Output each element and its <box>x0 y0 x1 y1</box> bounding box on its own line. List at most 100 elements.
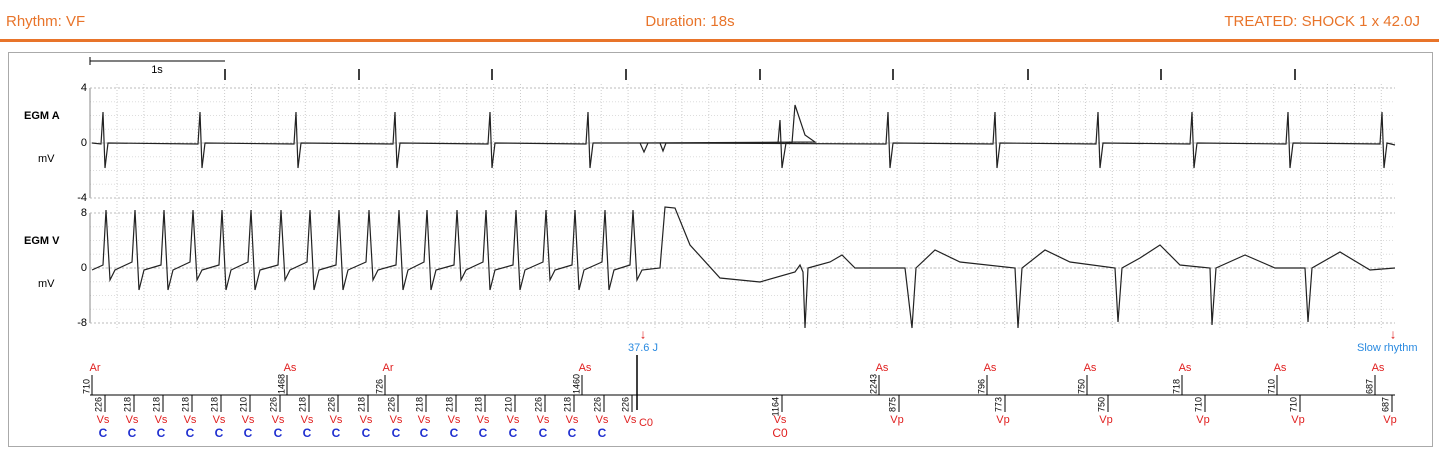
annotation: 37.6 J <box>628 342 658 354</box>
atrial-interval: 718 <box>1171 379 1181 394</box>
vent-label: Vs <box>477 414 490 426</box>
vent-sub: C <box>539 426 548 440</box>
y-tick-label: 4 <box>81 82 87 94</box>
vent-interval: 218 <box>297 397 307 412</box>
vent-interval: 226 <box>620 397 630 412</box>
vent-sub: C <box>598 426 607 440</box>
channel-name: EGM V <box>24 235 60 247</box>
vent-sub: C <box>274 426 283 440</box>
vent-interval: 710 <box>1193 397 1203 412</box>
egm-v-trace <box>91 206 1396 329</box>
vent-interval: 218 <box>180 397 190 412</box>
vent-label: Vs <box>507 414 520 426</box>
atrial-label: As <box>984 362 997 374</box>
atrial-label: Ar <box>383 362 394 374</box>
annotation: Slow rhythm <box>1357 342 1418 354</box>
atrial-label: As <box>579 362 592 374</box>
vent-interval: 773 <box>993 397 1003 412</box>
vent-interval: 210 <box>238 397 248 412</box>
vent-label: Vs <box>448 414 461 426</box>
vent-interval: 218 <box>122 397 132 412</box>
header-rule <box>0 39 1439 42</box>
atrial-interval: 710 <box>81 379 91 394</box>
vent-interval: 226 <box>93 397 103 412</box>
vent-label: Vp <box>996 414 1009 426</box>
atrial-interval: 1468 <box>276 374 286 394</box>
atrial-interval: 1460 <box>571 374 581 394</box>
vent-label: Vs <box>774 414 787 426</box>
vent-label: Vs <box>97 414 110 426</box>
vent-label: C0 <box>639 417 653 429</box>
vent-sub: C <box>479 426 488 440</box>
vent-interval: 875 <box>887 397 897 412</box>
atrial-interval: 2243 <box>868 374 878 394</box>
vent-interval: 218 <box>151 397 161 412</box>
vent-interval: 210 <box>503 397 513 412</box>
y-tick-label: 0 <box>81 137 87 149</box>
frame <box>8 52 1433 447</box>
vent-label: Vs <box>301 414 314 426</box>
vent-label: Vs <box>330 414 343 426</box>
vent-label: Vp <box>890 414 903 426</box>
vent-interval: 218 <box>356 397 366 412</box>
vent-sub: C <box>99 426 108 440</box>
y-tick-label: -4 <box>77 192 87 204</box>
atrial-interval: 687 <box>1364 379 1374 394</box>
atrial-interval: 726 <box>374 379 384 394</box>
vent-interval: 226 <box>386 397 396 412</box>
atrial-label: As <box>1084 362 1097 374</box>
vent-label: Vs <box>184 414 197 426</box>
vent-sub: C <box>244 426 253 440</box>
treated: TREATED: SHOCK 1 x 42.0J <box>1224 13 1420 30</box>
vent-label: Vp <box>1196 414 1209 426</box>
atrial-interval: 710 <box>1266 379 1276 394</box>
atrial-interval: 750 <box>1076 379 1086 394</box>
vent-interval: 750 <box>1096 397 1106 412</box>
vent-label: Vs <box>537 414 550 426</box>
atrial-label: As <box>1372 362 1385 374</box>
vent-label: Vs <box>360 414 373 426</box>
vent-interval: 218 <box>414 397 424 412</box>
vent-sub: C <box>450 426 459 440</box>
vent-sub: C <box>303 426 312 440</box>
vent-interval: 218 <box>473 397 483 412</box>
vent-sub: C <box>215 426 224 440</box>
vent-label: Vp <box>1291 414 1304 426</box>
vent-label: Vs <box>126 414 139 426</box>
channel-name: EGM A <box>24 110 60 122</box>
vent-interval: 218 <box>209 397 219 412</box>
vent-interval: 226 <box>533 397 543 412</box>
vent-interval: 1164 <box>770 397 780 416</box>
atrial-label: As <box>876 362 889 374</box>
vent-sub: C <box>157 426 166 440</box>
vent-sub: C <box>186 426 195 440</box>
vent-interval: 226 <box>592 397 602 412</box>
vent-label: Vp <box>1099 414 1112 426</box>
vent-sub: C <box>392 426 401 440</box>
vent-sub: C0 <box>772 426 788 440</box>
rhythm: Rhythm: VF <box>6 13 85 30</box>
y-tick-label: 8 <box>81 207 87 219</box>
atrial-label: Ar <box>90 362 101 374</box>
vent-interval: 218 <box>444 397 454 412</box>
vent-label: Vs <box>566 414 579 426</box>
vent-sub: C <box>568 426 577 440</box>
vent-label: Vs <box>155 414 168 426</box>
vent-label: Vs <box>390 414 403 426</box>
y-tick-label: -8 <box>77 317 87 329</box>
vent-sub: C <box>362 426 371 440</box>
vent-label: Vs <box>272 414 285 426</box>
atrial-label: As <box>1179 362 1192 374</box>
y-tick-label: 0 <box>81 262 87 274</box>
vent-label: Vp <box>1383 414 1396 426</box>
vent-interval: 226 <box>268 397 278 412</box>
atrial-label: As <box>284 362 297 374</box>
vent-label: Vs <box>242 414 255 426</box>
vent-interval: 710 <box>1288 397 1298 412</box>
vent-sub: C <box>509 426 518 440</box>
shock-arrow: ↓ <box>640 326 647 341</box>
channel-unit: mV <box>38 153 55 165</box>
atrial-label: As <box>1274 362 1287 374</box>
